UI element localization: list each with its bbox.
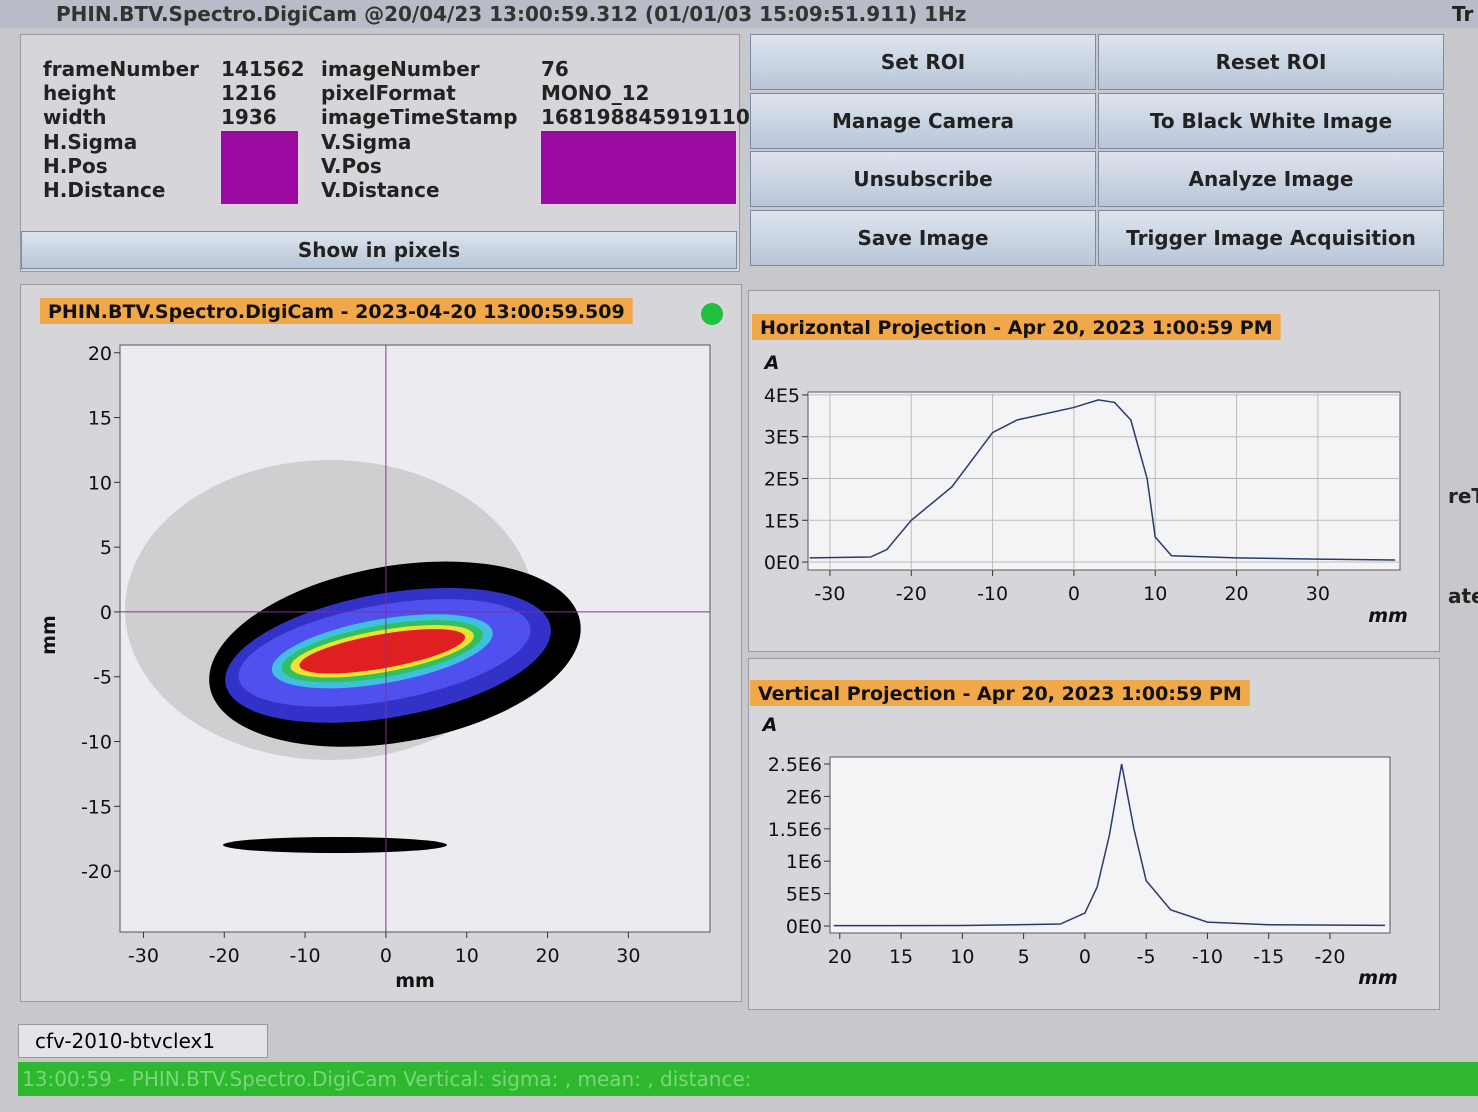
- x-tick-label: -10: [290, 945, 321, 967]
- x-tick-label: 10: [455, 945, 479, 967]
- chart-title: Vertical Projection - Apr 20, 2023 1:00:…: [758, 683, 1242, 705]
- x-tick-label: -30: [814, 583, 845, 605]
- y-tick-label: 2E6: [786, 786, 822, 808]
- y-tick-label: 3E5: [764, 427, 800, 449]
- x-tick-label: 0: [380, 945, 392, 967]
- x-tick-label: -5: [1137, 946, 1156, 968]
- y-tick-label: 2.5E6: [768, 754, 822, 776]
- streak: [223, 837, 447, 853]
- y-tick-label: 0E0: [786, 916, 822, 938]
- x-tick-label: 30: [616, 945, 640, 967]
- y-tick-label: 15: [88, 408, 112, 430]
- x-tick-label: -20: [1314, 946, 1345, 968]
- x-tick-label: 10: [950, 946, 974, 968]
- y-axis-label: A: [761, 714, 778, 736]
- y-axis-label: A: [763, 352, 780, 374]
- x-tick-label: 20: [828, 946, 852, 968]
- y-tick-label: 10: [88, 472, 112, 494]
- chart-title: PHIN.BTV.Spectro.DigiCam - 2023-04-20 13…: [48, 301, 625, 323]
- x-tick-label: -20: [209, 945, 240, 967]
- plot-area: [808, 392, 1400, 570]
- x-axis-label: mm: [1358, 967, 1398, 989]
- y-tick-label: -10: [81, 732, 112, 754]
- y-tick-label: 0E0: [764, 552, 800, 574]
- y-tick-label: 20: [88, 343, 112, 365]
- plot-area: [830, 757, 1390, 933]
- y-axis-label: mm: [38, 615, 60, 655]
- chart-title: Horizontal Projection - Apr 20, 2023 1:0…: [760, 317, 1273, 339]
- x-tick-label: 10: [1143, 583, 1167, 605]
- x-tick-label: 30: [1306, 583, 1330, 605]
- x-axis-label: mm: [1368, 605, 1408, 627]
- y-tick-label: 1.5E6: [768, 819, 822, 841]
- y-tick-label: -20: [81, 861, 112, 883]
- y-tick-label: 5: [100, 537, 112, 559]
- charts: PHIN.BTV.Spectro.DigiCam - 2023-04-20 13…: [0, 0, 1478, 1112]
- y-tick-label: 5E5: [786, 884, 822, 906]
- x-tick-label: -30: [128, 945, 159, 967]
- y-tick-label: 1E6: [786, 851, 822, 873]
- x-tick-label: -10: [1192, 946, 1223, 968]
- x-tick-label: 0: [1068, 583, 1080, 605]
- y-tick-label: -5: [93, 667, 112, 689]
- x-axis-label: mm: [395, 970, 435, 992]
- status-led: [701, 303, 723, 325]
- x-tick-label: -10: [977, 583, 1008, 605]
- x-tick-label: -20: [896, 583, 927, 605]
- x-tick-label: -15: [1253, 946, 1284, 968]
- x-tick-label: 0: [1079, 946, 1091, 968]
- y-tick-label: 0: [100, 602, 112, 624]
- x-tick-label: 20: [1224, 583, 1248, 605]
- x-tick-label: 5: [1018, 946, 1030, 968]
- y-tick-label: 1E5: [764, 510, 800, 532]
- x-tick-label: 15: [889, 946, 913, 968]
- y-tick-label: 2E5: [764, 468, 800, 490]
- y-tick-label: 4E5: [764, 385, 800, 407]
- page: PHIN.BTV.Spectro.DigiCam @20/04/23 13:00…: [0, 0, 1478, 1112]
- y-tick-label: -15: [81, 796, 112, 818]
- x-tick-label: 20: [535, 945, 559, 967]
